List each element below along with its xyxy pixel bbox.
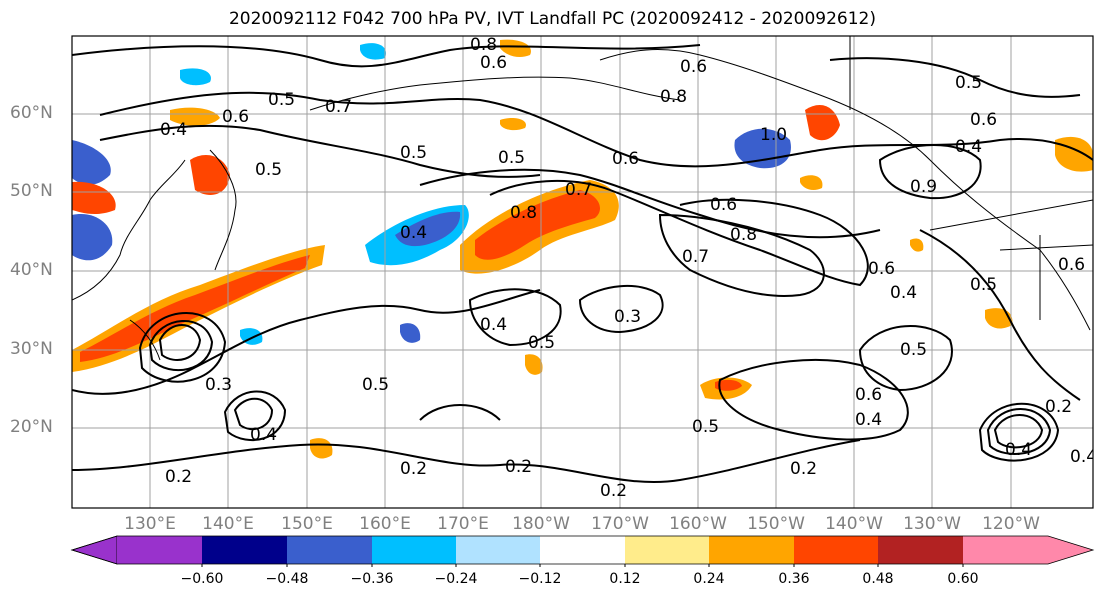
- contour-label: 0.4: [400, 223, 427, 243]
- colorbar-segment: [202, 536, 287, 564]
- contour-label: 0.6: [680, 57, 707, 77]
- colorbar-segment: [117, 536, 202, 564]
- contour-label: 0.4: [160, 120, 187, 140]
- contour-label: 0.3: [205, 375, 232, 395]
- colorbar-segment: [70, 535, 118, 565]
- lon-label: 130°W: [903, 514, 961, 534]
- colorbar-tick: 0.60: [947, 571, 979, 587]
- contour-label: 0.4: [1005, 440, 1032, 460]
- contour-label: 0.5: [498, 148, 525, 168]
- contour-label: 0.4: [250, 425, 277, 445]
- map-title: 2020092112 F042 700 hPa PV, IVT Landfall…: [228, 9, 876, 29]
- contour-label: 0.4: [480, 315, 507, 335]
- colorbar-segment: [878, 536, 963, 564]
- lat-label: 50°N: [10, 181, 53, 201]
- contour-label: 0.5: [268, 90, 295, 110]
- lon-label: 160°W: [669, 514, 727, 534]
- map-frame: [71, 35, 1094, 509]
- contour-label: 1.0: [760, 125, 787, 145]
- lon-label: 120°W: [982, 514, 1040, 534]
- contour-label: 0.7: [325, 97, 352, 117]
- coastlines: [72, 36, 1093, 361]
- contour-label: 0.8: [730, 225, 757, 245]
- contour-label: 0.5: [900, 340, 927, 360]
- colorbar-segment: [625, 536, 709, 564]
- contour-label: 0.5: [255, 160, 282, 180]
- contour-label: 0.2: [1045, 397, 1072, 417]
- colorbar-segment: [540, 536, 625, 564]
- contour-label: 0.6: [868, 259, 895, 279]
- colorbar-tick: −0.48: [265, 571, 309, 587]
- contour-label: 0.8: [510, 203, 537, 223]
- contour-label: 0.6: [710, 195, 737, 215]
- lat-label: 20°N: [10, 417, 53, 437]
- lon-label: 150°W: [747, 514, 805, 534]
- lon-label: 160°E: [359, 514, 411, 534]
- contour-label: 0.8: [470, 35, 497, 55]
- lat-label: 60°N: [10, 103, 53, 123]
- lon-label: 140°W: [825, 514, 883, 534]
- contour-label: 0.3: [614, 307, 641, 327]
- colorbar-segment: [963, 536, 1048, 564]
- colorbar-tick: 0.24: [693, 571, 725, 587]
- lon-label: 170°W: [591, 514, 649, 534]
- colorbar-segment: [1048, 536, 1093, 564]
- pv-contours: [72, 44, 1093, 484]
- contour-label: 0.2: [790, 459, 817, 479]
- contour-label: 0.2: [400, 459, 427, 479]
- contour-label: 0.4: [955, 137, 982, 157]
- contour-label: 0.2: [600, 481, 627, 501]
- contour-label: 0.4: [855, 410, 882, 430]
- colorbar-segment: [372, 536, 456, 564]
- contour-label: 0.6: [855, 385, 882, 405]
- contour-label: 0.2: [505, 457, 532, 477]
- colorbar: [70, 535, 1095, 567]
- colorbar-segment: [709, 536, 794, 564]
- contour-label: 0.6: [1058, 255, 1085, 275]
- colorbar-tick: −0.24: [434, 571, 478, 587]
- contour-label: 0.8: [660, 87, 687, 107]
- lat-label: 30°N: [10, 339, 53, 359]
- lon-label: 140°E: [202, 514, 254, 534]
- lon-label: 170°E: [437, 514, 489, 534]
- contour-label: 0.4: [890, 283, 917, 303]
- contour-label: 0.5: [692, 417, 719, 437]
- contour-label: 0.5: [955, 73, 982, 93]
- lon-label: 130°E: [124, 514, 176, 534]
- pv-shading: [72, 39, 1093, 459]
- colorbar-tick: 0.48: [862, 571, 894, 587]
- colorbar-tick: −0.12: [518, 571, 562, 587]
- colorbar-segment: [287, 536, 372, 564]
- contour-label: 0.5: [528, 333, 555, 353]
- lon-label: 180°W: [512, 514, 570, 534]
- contour-label: 0.4: [1070, 447, 1097, 467]
- contour-labels: 0.8 0.6 0.5 0.7 0.6 0.4 0.5 0.5 0.5 0.6 …: [160, 35, 1097, 501]
- contour-label: 0.5: [970, 275, 997, 295]
- colorbar-segment: [794, 536, 878, 564]
- contour-label: 0.6: [480, 53, 507, 73]
- graticule: [72, 36, 1093, 508]
- contour-label: 0.7: [682, 247, 709, 267]
- colorbar-tick: 0.36: [778, 571, 810, 587]
- colorbar-tick: −0.60: [180, 571, 224, 587]
- colorbar-tick: −0.36: [350, 571, 394, 587]
- lat-label: 40°N: [10, 260, 53, 280]
- colorbar-segment: [456, 536, 540, 564]
- contour-label: 0.2: [165, 467, 192, 487]
- contour-label: 0.5: [362, 375, 389, 395]
- contour-label: 0.6: [970, 110, 997, 130]
- contour-label: 0.9: [910, 177, 937, 197]
- lon-label: 150°E: [281, 514, 333, 534]
- contour-label: 0.5: [400, 143, 427, 163]
- contour-label: 0.6: [222, 107, 249, 127]
- contour-label: 0.6: [612, 149, 639, 169]
- contour-label: 0.7: [565, 180, 592, 200]
- colorbar-tick: 0.12: [609, 571, 641, 587]
